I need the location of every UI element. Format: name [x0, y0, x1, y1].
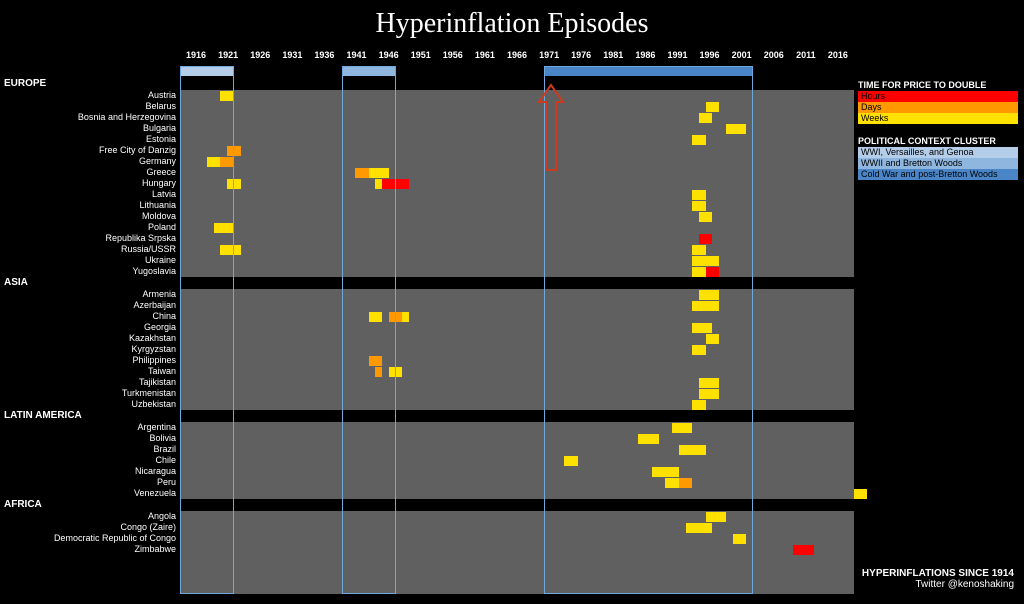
country-label: Kyrgyzstan	[6, 344, 176, 355]
country-label: Lithuania	[6, 200, 176, 211]
country-label: Bolivia	[6, 433, 176, 444]
legend-item: Weeks	[858, 113, 1018, 124]
year-label: 1956	[437, 50, 469, 66]
episode-cell	[854, 489, 867, 499]
year-label: 1981	[597, 50, 629, 66]
episode-cell	[402, 312, 409, 322]
country-label: Georgia	[6, 322, 176, 333]
country-label: Republika Srpska	[6, 233, 176, 244]
country-label: Brazil	[6, 444, 176, 455]
country-label: Estonia	[6, 134, 176, 145]
country-label: Free City of Danzig	[6, 145, 176, 156]
country-label: Tajikistan	[6, 377, 176, 388]
episode-cell	[793, 545, 813, 555]
country-label: Chile	[6, 455, 176, 466]
region-header	[180, 410, 854, 422]
region-header	[180, 78, 854, 90]
cluster-outline	[180, 66, 234, 594]
year-label: 1921	[212, 50, 244, 66]
country-label: Poland	[6, 222, 176, 233]
legend-item: Cold War and post-Bretton Woods	[858, 169, 1018, 180]
country-label: Latvia	[6, 189, 176, 200]
country-label: Ukraine	[6, 255, 176, 266]
country-label: Turkmenistan	[6, 388, 176, 399]
chart-title: Hyperinflation Episodes	[0, 0, 1024, 40]
year-label: 1916	[180, 50, 212, 66]
cluster-outline	[544, 66, 753, 594]
legend-severity: TIME FOR PRICE TO DOUBLEHoursDaysWeeks	[858, 80, 1018, 124]
country-label: Kazakhstan	[6, 333, 176, 344]
legend-item: Hours	[858, 91, 1018, 102]
year-label: 1996	[694, 50, 726, 66]
legend-title: POLITICAL CONTEXT CLUSTER	[858, 136, 1018, 146]
year-axis: 1916192119261931193619411946195119561961…	[180, 50, 854, 66]
credits: HYPERINFLATIONS SINCE 1914 Twitter @keno…	[862, 568, 1014, 590]
chart-container: 1916192119261931193619411946195119561961…	[0, 50, 1024, 604]
cluster-outline	[342, 66, 396, 594]
year-label: 2016	[822, 50, 854, 66]
year-label: 2011	[790, 50, 822, 66]
year-label: 1946	[373, 50, 405, 66]
country-label: Yugoslavia	[6, 266, 176, 277]
credits-line1: HYPERINFLATIONS SINCE 1914	[862, 568, 1014, 579]
country-label: Moldova	[6, 211, 176, 222]
country-label: Armenia	[6, 289, 176, 300]
year-label: 1936	[308, 50, 340, 66]
legend-title: TIME FOR PRICE TO DOUBLE	[858, 80, 1018, 90]
country-label: Congo (Zaire)	[6, 522, 176, 533]
country-label: Bulgaria	[6, 123, 176, 134]
country-label: Uzbekistan	[6, 399, 176, 410]
year-label: 1991	[661, 50, 693, 66]
region-header	[180, 499, 854, 511]
year-label: 2006	[758, 50, 790, 66]
region-label: LATIN AMERICA	[4, 410, 82, 421]
country-label: Argentina	[6, 422, 176, 433]
country-label: Hungary	[6, 178, 176, 189]
region-header	[180, 277, 854, 289]
year-label: 1926	[244, 50, 276, 66]
country-label: Belarus	[6, 101, 176, 112]
legend-item: WWI, Versailles, and Genoa	[858, 147, 1018, 158]
country-label: Russia/USSR	[6, 244, 176, 255]
country-label: Greece	[6, 167, 176, 178]
country-label: Angola	[6, 511, 176, 522]
country-label: Peru	[6, 477, 176, 488]
legend-clusters: POLITICAL CONTEXT CLUSTERWWI, Versailles…	[858, 136, 1018, 180]
country-label: China	[6, 311, 176, 322]
region-label: ASIA	[4, 277, 28, 288]
country-label: Bosnia and Herzegovina	[6, 112, 176, 123]
country-label: Zimbabwe	[6, 544, 176, 555]
year-label: 1966	[501, 50, 533, 66]
country-label: Venezuela	[6, 488, 176, 499]
country-label: Azerbaijan	[6, 300, 176, 311]
year-label: 2001	[726, 50, 758, 66]
region-label: EUROPE	[4, 78, 46, 89]
year-label: 1931	[276, 50, 308, 66]
country-label: Philippines	[6, 355, 176, 366]
legend-item: Days	[858, 102, 1018, 113]
year-label: 1961	[469, 50, 501, 66]
year-label: 1941	[340, 50, 372, 66]
country-label: Germany	[6, 156, 176, 167]
credits-line2: Twitter @kenoshaking	[862, 579, 1014, 590]
legend-item: WWII and Bretton Woods	[858, 158, 1018, 169]
year-label: 1951	[405, 50, 437, 66]
grid-area	[180, 78, 854, 594]
country-label: Taiwan	[6, 366, 176, 377]
region-label: AFRICA	[4, 499, 42, 510]
country-label: Nicaragua	[6, 466, 176, 477]
year-label: 1976	[565, 50, 597, 66]
year-label: 1971	[533, 50, 565, 66]
country-label: Austria	[6, 90, 176, 101]
year-label: 1986	[629, 50, 661, 66]
country-label: Democratic Republic of Congo	[6, 533, 176, 544]
